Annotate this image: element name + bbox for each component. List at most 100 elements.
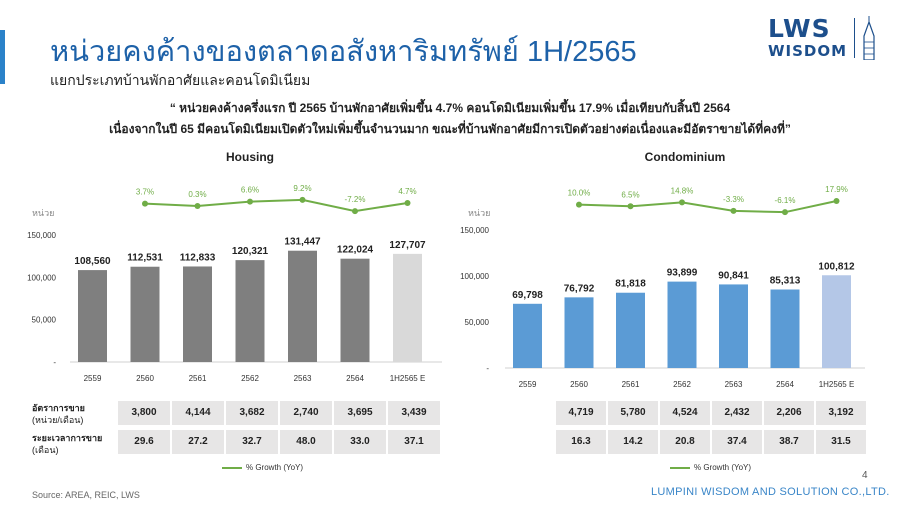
condo-bar	[822, 275, 851, 368]
company-name: LUMPINI WISDOM AND SOLUTION CO.,LTD.	[651, 486, 890, 498]
table-cell: 48.0	[280, 430, 332, 454]
condo-growth-point	[627, 203, 634, 210]
condo-ytick-label: 100,000	[460, 272, 489, 281]
table-cell: 29.6	[118, 430, 170, 454]
quote-line-1: “ หน่วยคงค้างครึ่งแรก ปี 2565 บ้านพักอาศ…	[169, 101, 731, 115]
housing-bar	[78, 270, 107, 362]
housing-bar-value-label: 112,531	[127, 253, 163, 264]
condo-xtick-label: 2563	[725, 380, 743, 389]
condo-legend: % Growth (YoY)	[670, 463, 751, 472]
housing-bar-value-label: 112,833	[180, 252, 216, 263]
housing-ytick-label: 150,000	[27, 231, 56, 240]
housing-bar-value-label: 108,560	[74, 256, 111, 267]
sales-period-label-main: ระยะเวลาการขาย	[32, 433, 103, 443]
accent-bar	[0, 30, 5, 84]
housing-chart-title: Housing	[226, 150, 274, 164]
housing-xtick-label: 1H2565 E	[390, 374, 426, 383]
condo-growth-label: 17.9%	[825, 185, 848, 194]
table-cell: 5,780	[608, 401, 658, 425]
housing-growth-point	[194, 202, 201, 209]
table-cell: 4,524	[660, 401, 710, 425]
condo-bar	[719, 284, 748, 368]
housing-bar	[340, 258, 370, 362]
housing-xtick-label: 2561	[189, 374, 207, 383]
table-cell: 3,439	[388, 401, 440, 425]
logo-text-wisdom: WISDOM	[768, 42, 848, 60]
table-cell: 4,719	[556, 401, 606, 425]
condo-bar	[616, 292, 645, 368]
condo-bar-value-label: 100,812	[818, 261, 855, 272]
table-cell: 2,206	[764, 401, 814, 425]
housing-growth-label: 4.7%	[398, 187, 416, 196]
legend-line-swatch	[670, 466, 690, 469]
logo-separator	[854, 18, 855, 58]
housing-xtick-label: 2562	[241, 374, 259, 383]
housing-bar-value-label: 122,024	[337, 245, 374, 256]
condo-growth-point	[782, 209, 788, 216]
table-cell: 3,192	[816, 401, 866, 425]
sales-rate-label-main: อัตราการขาย	[32, 403, 85, 413]
condo-ytick-label: 150,000	[460, 226, 489, 235]
housing-xtick-label: 2560	[136, 374, 154, 383]
page-title: หน่วยคงค้างของตลาดอสังหาริมทรัพย์ 1H/256…	[50, 36, 637, 68]
housing-growth-point	[247, 198, 253, 205]
condo-xtick-label: 2562	[673, 380, 691, 389]
condo-xtick-label: 2559	[519, 380, 537, 389]
condo-unit-label: หน่วย	[468, 208, 491, 218]
table-cell: 2,740	[280, 401, 332, 425]
condo-bar-value-label: 90,841	[718, 270, 749, 281]
housing-bar-value-label: 127,707	[389, 240, 426, 251]
condo-xtick-label: 2560	[570, 380, 588, 389]
condo-growth-point	[833, 197, 840, 204]
condo-xtick-label: 1H2565 E	[819, 380, 855, 389]
housing-legend: % Growth (YoY)	[222, 463, 303, 472]
sales-rate-label: อัตราการขาย (หน่วย/เดือน)	[32, 402, 85, 426]
table-cell: 14.2	[608, 430, 658, 454]
housing-bar	[393, 253, 422, 362]
condo-growth-label: -6.1%	[775, 196, 796, 205]
condo-bar-value-label: 93,899	[667, 268, 698, 279]
condo-bar-value-label: 85,313	[770, 276, 801, 287]
charts-canvas: - 50,000 100,000 150,000 108,560 2559 112,531 2…	[27, 184, 865, 389]
table-cell: 33.0	[334, 430, 386, 454]
housing-growth-point	[352, 208, 358, 215]
page-subtitle: แยกประเภทบ้านพักอาศัยและคอนโดมิเนียม	[50, 72, 311, 88]
housing-unit-label: หน่วย	[32, 208, 55, 218]
table-cell: 37.1	[388, 430, 440, 454]
housing-ytick-label: -	[53, 358, 56, 367]
page-number: 4	[862, 470, 868, 481]
housing-growth-label: -7.2%	[345, 195, 366, 204]
table-cell: 31.5	[816, 430, 866, 454]
condo-growth-label: 6.5%	[621, 190, 639, 199]
housing-bar	[288, 250, 317, 362]
housing-bar	[183, 266, 212, 362]
condo-bar-value-label: 81,818	[615, 279, 646, 290]
table-cell: 4,144	[172, 401, 224, 425]
condo-growth-point	[576, 201, 582, 208]
legend-label: % Growth (YoY)	[694, 463, 752, 472]
legend-label: % Growth (YoY)	[246, 463, 304, 472]
table-cell: 2,432	[712, 401, 762, 425]
table-cell: 20.8	[660, 430, 710, 454]
condo-growth-label: 10.0%	[568, 189, 591, 198]
condo-growth-label: 14.8%	[671, 186, 694, 195]
condo-bar	[770, 289, 800, 368]
housing-growth-label: 6.6%	[241, 186, 259, 195]
condo-growth-point	[730, 207, 737, 214]
logo-text-lws: LWS	[768, 14, 831, 43]
housing-growth-label: 0.3%	[188, 190, 206, 199]
table-cell: 3,682	[226, 401, 278, 425]
condo-growth-point	[679, 199, 685, 206]
condo-xtick-label: 2561	[622, 380, 640, 389]
housing-growth-point	[299, 196, 306, 203]
sales-period-label: ระยะเวลาการขาย (เดือน)	[32, 432, 102, 456]
housing-ytick-label: 50,000	[32, 316, 57, 325]
source-note: Source: AREA, REIC, LWS	[32, 490, 140, 500]
housing-xtick-label: 2564	[346, 374, 364, 383]
condo-xtick-label: 2564	[776, 380, 794, 389]
quote-line-2: เนื่องจากในปี 65 มีคอนโดมิเนียมเปิดตัวให…	[109, 122, 791, 136]
table-cell: 3,800	[118, 401, 170, 425]
table-cell: 27.2	[172, 430, 224, 454]
sales-rate-label-unit: (หน่วย/เดือน)	[32, 415, 84, 425]
table-cell: 3,695	[334, 401, 386, 425]
